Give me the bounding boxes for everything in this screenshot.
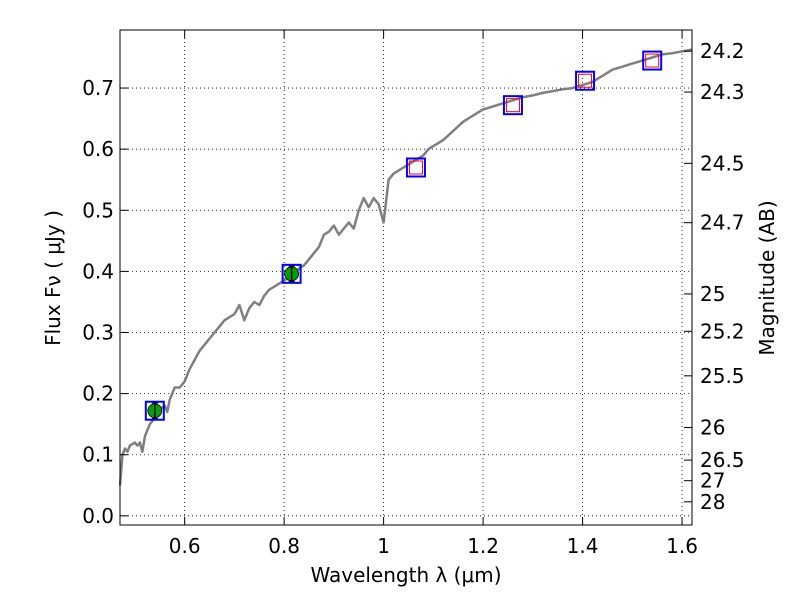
x-tick-label: 0.6 <box>169 534 201 558</box>
y-axis-label: Flux Fν ( μJy ) <box>41 210 65 346</box>
model-photometry-marker <box>144 400 165 421</box>
upper-limit-marker <box>578 73 593 88</box>
model-photometry-marker <box>575 70 596 91</box>
photometry-markers <box>144 50 663 421</box>
x-tick-label: 1.2 <box>467 534 499 558</box>
magnitude-tick-label: 24.3 <box>700 80 745 104</box>
x-tick-label: 1.6 <box>666 534 698 558</box>
model-photometry-marker <box>405 157 426 178</box>
y-tick-label: 0.2 <box>82 382 114 406</box>
magnitude-tick-label: 28 <box>700 490 725 514</box>
model-photometry-marker <box>642 50 663 71</box>
y-axis-ticks: 0.0 0.1 0.2 0.3 0.4 0.5 0.6 0.7 <box>82 76 128 528</box>
upper-limit-marker <box>505 98 520 113</box>
magnitude-tick-label: 26.5 <box>700 448 745 472</box>
model-photometry-marker <box>502 95 523 116</box>
magnitude-tick-label: 25 <box>700 282 725 306</box>
upper-limit-marker <box>645 53 660 68</box>
spectrum-line <box>118 48 693 486</box>
magnitude-tick-label: 25.2 <box>700 319 745 343</box>
plot-frame <box>119 29 693 526</box>
magnitude-tick-label: 27 <box>700 469 725 493</box>
magnitude-axis-label: Magnitude (AB) <box>755 200 779 355</box>
grid-lines <box>120 30 692 525</box>
x-tick-label: 1 <box>377 534 390 558</box>
magnitude-tick-label: 24.2 <box>700 39 745 63</box>
y-tick-label: 0.5 <box>82 198 114 222</box>
x-axis-label: Wavelength λ (μm) <box>310 563 501 587</box>
x-tick-label: 0.8 <box>268 534 300 558</box>
y-tick-label: 0.3 <box>82 321 114 345</box>
magnitude-tick-label: 24.7 <box>700 211 745 235</box>
y-tick-label: 0.4 <box>82 259 114 283</box>
spectrum-layer <box>118 48 693 486</box>
x-axis-ticks: 0.6 0.8 1 1.2 1.4 1.6 <box>169 30 698 558</box>
y-tick-label: 0.0 <box>82 504 114 528</box>
y-tick-label: 0.6 <box>82 137 114 161</box>
upper-limit-marker <box>408 160 423 175</box>
y-tick-label: 0.7 <box>82 76 114 100</box>
model-photometry-marker <box>281 263 302 284</box>
y-tick-label: 0.1 <box>82 443 114 467</box>
magnitude-tick-label: 25.5 <box>700 364 745 388</box>
magnitude-tick-label: 26 <box>700 416 725 440</box>
x-tick-label: 1.4 <box>567 534 599 558</box>
magnitude-tick-label: 24.5 <box>700 151 745 175</box>
